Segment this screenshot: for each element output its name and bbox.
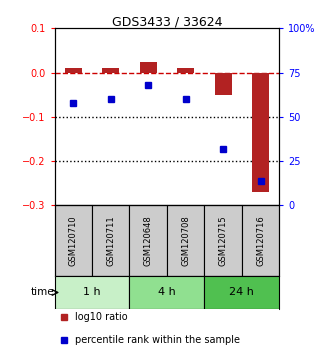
Bar: [204, 205, 242, 276]
Bar: [65, 68, 82, 73]
Bar: [167, 205, 204, 276]
Text: time: time: [31, 287, 55, 297]
Bar: [140, 62, 157, 73]
Text: GSM120648: GSM120648: [144, 216, 153, 266]
Text: GSM120715: GSM120715: [219, 216, 228, 266]
Bar: [204, 276, 279, 309]
Text: percentile rank within the sample: percentile rank within the sample: [75, 335, 240, 345]
Text: 1 h: 1 h: [83, 287, 101, 297]
Text: 4 h: 4 h: [158, 287, 176, 297]
Bar: [129, 276, 204, 309]
Text: GSM120708: GSM120708: [181, 216, 190, 266]
Bar: [129, 205, 167, 276]
Bar: [215, 73, 231, 95]
Text: GSM120710: GSM120710: [69, 216, 78, 266]
Text: log10 ratio: log10 ratio: [75, 312, 127, 322]
Text: GSM120711: GSM120711: [106, 216, 115, 266]
Bar: [55, 276, 129, 309]
Bar: [177, 68, 194, 73]
Bar: [102, 68, 119, 73]
Text: GSM120716: GSM120716: [256, 216, 265, 266]
Bar: [252, 73, 269, 192]
Bar: [92, 205, 129, 276]
Bar: [55, 205, 92, 276]
Text: 24 h: 24 h: [230, 287, 254, 297]
Bar: [242, 205, 279, 276]
Title: GDS3433 / 33624: GDS3433 / 33624: [112, 15, 222, 28]
